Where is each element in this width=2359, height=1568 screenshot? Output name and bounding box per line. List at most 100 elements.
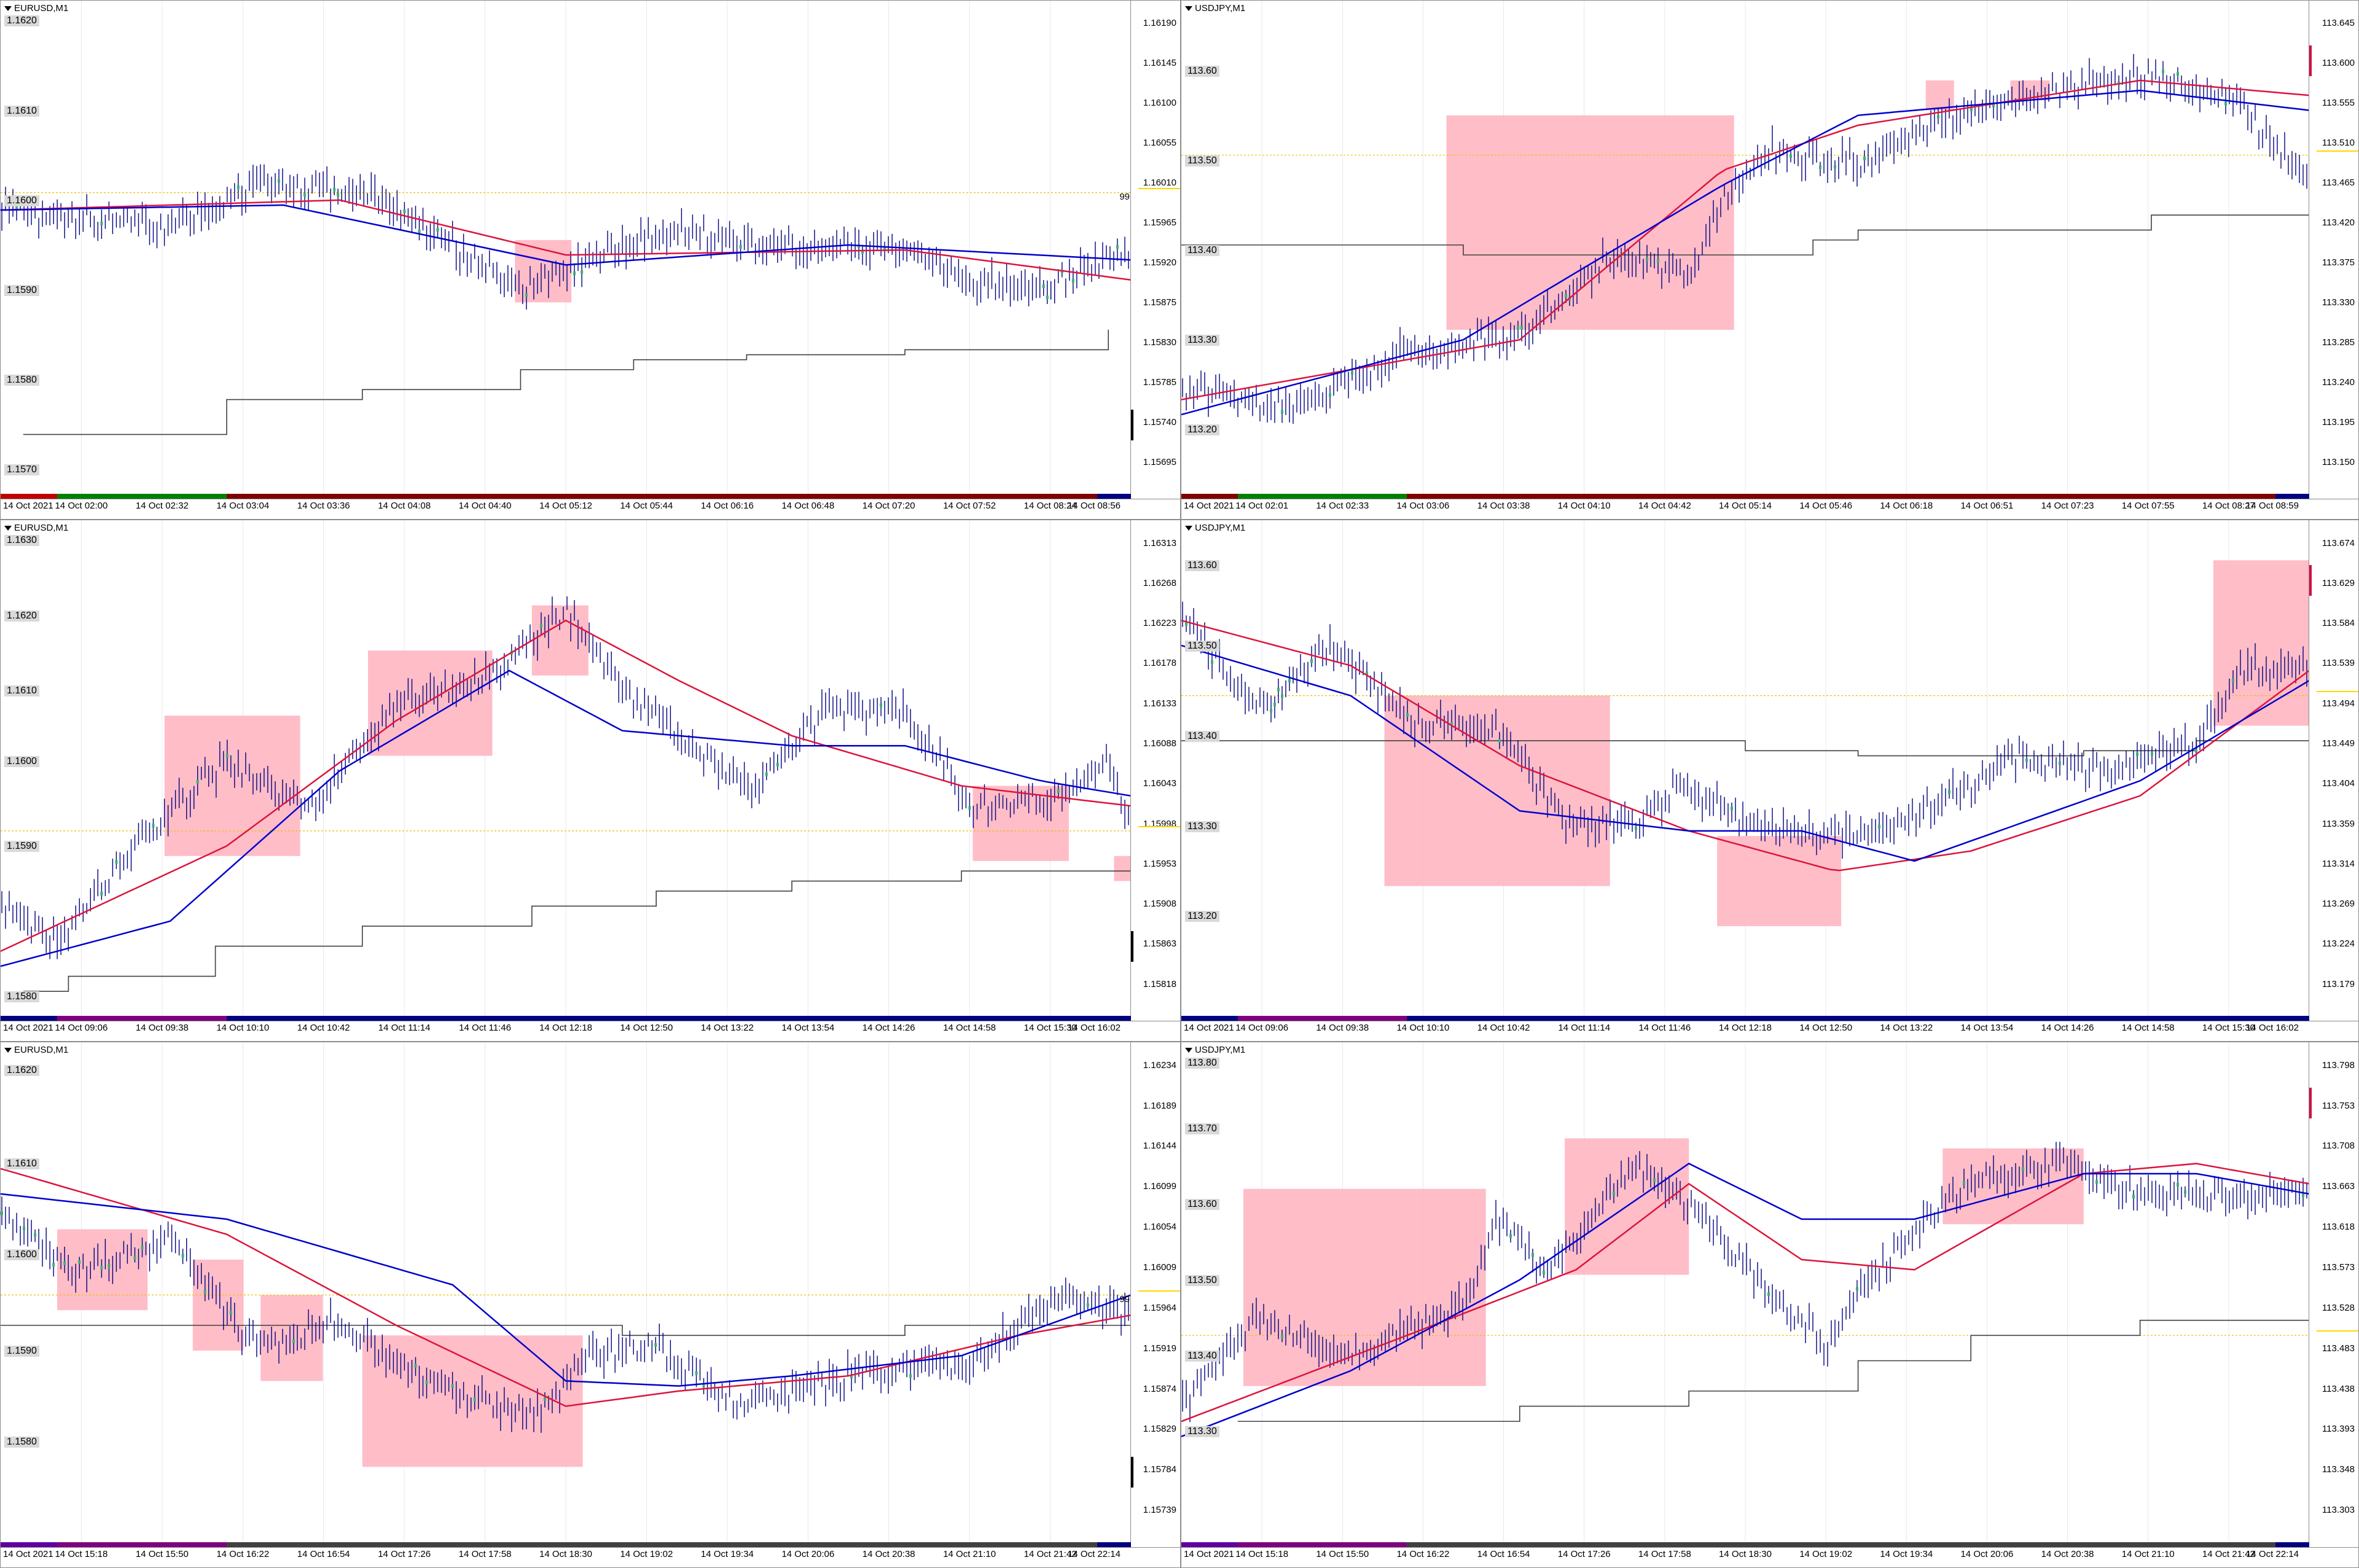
price-chart-area[interactable] xyxy=(1,1042,1131,1548)
moving-average-fast xyxy=(1181,644,2309,862)
price-axis-label: 1.15964 xyxy=(1143,1302,1176,1313)
zone-rectangle[interactable] xyxy=(260,1295,323,1381)
time-axis[interactable]: 14 Oct 2021 14 Oct 09:06 14 Oct 09:38 14 Oc… xyxy=(1,1021,1180,1041)
zone-rectangle[interactable] xyxy=(515,240,572,303)
price-axis[interactable]: 113.674 113.629 113.584 113.539 113.494 113.4… xyxy=(2309,520,2358,1021)
zone-rectangle[interactable] xyxy=(972,786,1069,861)
session-segment xyxy=(1097,1542,1131,1547)
current-price-tag xyxy=(1138,825,1180,827)
price-axis-label: 1.16055 xyxy=(1143,138,1176,149)
price-axis[interactable]: 1.16190 1.16145 1.16100 1.16055 1.16010 1.159… xyxy=(1130,1,1180,499)
zone-rectangle[interactable] xyxy=(1243,1188,1486,1386)
price-axis[interactable]: 113.798 113.753 113.708 113.663 113.618 113.5… xyxy=(2309,1042,2358,1548)
chart-title: EURUSD,M1 xyxy=(4,1045,68,1055)
time-axis-label: 14 Oct 13:22 xyxy=(700,1023,754,1033)
candle-body xyxy=(1042,284,1045,288)
session-bar xyxy=(1,494,1131,499)
chart-menu-icon[interactable] xyxy=(1185,526,1192,531)
price-axis[interactable]: 1.16313 1.16268 1.16223 1.16178 1.16133 1.160… xyxy=(1130,520,1180,1021)
candle-body xyxy=(1281,1335,1283,1339)
chart-window-eurusd-1[interactable]: EURUSD,M1 1.1620 1.1610 1.1600 1.1590 1.1580… xyxy=(0,0,1181,520)
time-axis-label: 14 Oct 02:01 xyxy=(1235,501,1289,511)
chart-menu-icon[interactable] xyxy=(4,526,12,531)
price-chart-area[interactable] xyxy=(1,1,1131,499)
left-price-label: 113.60 xyxy=(1185,560,1219,572)
chart-window-eurusd-3[interactable]: EURUSD,M1 1.1620 1.1610 1.1600 1.1590 1.1580… xyxy=(0,1042,1181,1568)
price-axis[interactable]: 113.645 113.600 113.555 113.510 113.465 113.4… xyxy=(2309,1,2358,499)
chart-window-usdjpy-1[interactable]: USDJPY,M1 113.60 113.50 113.40 113.30 113.20… xyxy=(1181,0,2359,520)
session-segment xyxy=(57,1542,227,1547)
time-axis-label: 14 Oct 14:58 xyxy=(943,1023,996,1033)
price-axis-label: 1.16190 xyxy=(1143,18,1176,29)
candle-body xyxy=(2195,749,2197,753)
candle-body xyxy=(1731,806,1733,811)
zone-rectangle[interactable] xyxy=(164,716,300,856)
price-chart-area[interactable] xyxy=(1,520,1131,1021)
session-segment xyxy=(2275,1016,2309,1021)
time-axis-label: 14 Oct 12:18 xyxy=(539,1023,592,1033)
zone-rectangle[interactable] xyxy=(1925,80,1954,111)
session-segment xyxy=(1097,1016,1131,1021)
time-axis-label: 14 Oct 15:18 xyxy=(55,1549,108,1559)
chart-menu-icon[interactable] xyxy=(4,6,12,12)
price-axis[interactable]: 1.16234 1.16189 1.16144 1.16099 1.16054 1.160… xyxy=(1130,1042,1180,1548)
zone-rectangle[interactable] xyxy=(362,1335,583,1467)
time-axis-label: 14 Oct 07:52 xyxy=(943,501,996,511)
time-axis-label: 14 Oct 08:24 xyxy=(1023,501,1077,511)
zone-rectangle[interactable] xyxy=(531,605,589,676)
time-axis-label: 14 Oct 2021 xyxy=(3,501,53,511)
chart-window-usdjpy-3[interactable]: USDJPY,M1 113.80 113.70 113.60 113.50 113.40… xyxy=(1181,1042,2359,1568)
candle-body xyxy=(181,1254,184,1258)
time-axis-label: 14 Oct 08:56 xyxy=(1068,501,1121,511)
price-axis-label: 1.16043 xyxy=(1143,778,1176,789)
chart-window-eurusd-2[interactable]: EURUSD,M1 1.1630 1.1620 1.1610 1.1600 1.1590… xyxy=(0,520,1181,1042)
zone-rectangle[interactable] xyxy=(1446,115,1734,330)
price-chart-area[interactable] xyxy=(1181,1,2309,499)
chart-menu-icon[interactable] xyxy=(4,1048,12,1053)
time-axis-label: 14 Oct 13:54 xyxy=(781,1023,835,1033)
time-axis-label: 14 Oct 14:58 xyxy=(2121,1023,2175,1033)
price-chart-area[interactable] xyxy=(1181,520,2309,1021)
price-axis-label: 1.15784 xyxy=(1143,1464,1176,1475)
price-tag-label: 99 xyxy=(1119,1293,1130,1305)
time-axis-label: 14 Oct 04:40 xyxy=(458,501,512,511)
candle-body xyxy=(196,779,199,784)
time-axis-label: 14 Oct 11:46 xyxy=(1638,1023,1691,1033)
chart-menu-icon[interactable] xyxy=(1185,6,1192,12)
price-axis-label: 113.314 xyxy=(2322,858,2355,869)
zone-rectangle[interactable] xyxy=(1114,856,1131,881)
zone-rectangle[interactable] xyxy=(368,650,493,756)
zone-rectangle[interactable] xyxy=(57,1229,148,1311)
price-chart-area[interactable] xyxy=(1181,1042,2309,1548)
price-axis-label: 1.15695 xyxy=(1143,456,1176,467)
candle-body xyxy=(2162,69,2164,74)
candle-body xyxy=(1288,679,1291,683)
candle-body xyxy=(1116,244,1119,249)
candle-body xyxy=(883,246,886,250)
time-axis-label: 14 Oct 09:06 xyxy=(1235,1023,1289,1033)
candle-body xyxy=(573,271,576,275)
candle-body xyxy=(1992,103,1995,107)
zone-rectangle[interactable] xyxy=(1717,836,1842,926)
time-axis[interactable]: 14 Oct 2021 14 Oct 02:00 14 Oct 02:32 14 Oc… xyxy=(1,499,1180,519)
time-axis[interactable]: 14 Oct 2021 14 Oct 15:18 14 Oct 15:50 14 Oc… xyxy=(1,1547,1180,1567)
price-axis-label: 1.16054 xyxy=(1143,1222,1176,1233)
price-axis-label: 1.15830 xyxy=(1143,337,1176,348)
time-axis[interactable]: 14 Oct 2021 14 Oct 09:06 14 Oct 09:38 14 Oc… xyxy=(1181,1021,2358,1041)
candle-body xyxy=(451,1384,454,1388)
time-axis-label: 14 Oct 13:54 xyxy=(1960,1023,2014,1033)
session-segment xyxy=(2275,1542,2309,1547)
zone-rectangle[interactable] xyxy=(2213,560,2309,726)
candle-body xyxy=(141,1246,144,1250)
time-axis[interactable]: 14 Oct 2021 14 Oct 02:01 14 Oct 02:33 14 Oc… xyxy=(1181,499,2358,519)
chart-window-usdjpy-2[interactable]: USDJPY,M1 113.60 113.50 113.40 113.30 113.20… xyxy=(1181,520,2359,1042)
left-price-label: 1.1580 xyxy=(4,375,39,386)
zone-rectangle[interactable] xyxy=(192,1259,244,1351)
session-segment xyxy=(1237,1016,1407,1021)
time-axis[interactable]: 14 Oct 2021 14 Oct 15:18 14 Oct 15:50 14 Oc… xyxy=(1181,1547,2358,1567)
time-axis-label: 14 Oct 16:54 xyxy=(1477,1549,1530,1559)
chart-menu-icon[interactable] xyxy=(1185,1048,1192,1053)
candle-body xyxy=(333,187,336,192)
candle-body xyxy=(1071,279,1074,283)
price-axis-label: 1.15920 xyxy=(1143,257,1176,268)
